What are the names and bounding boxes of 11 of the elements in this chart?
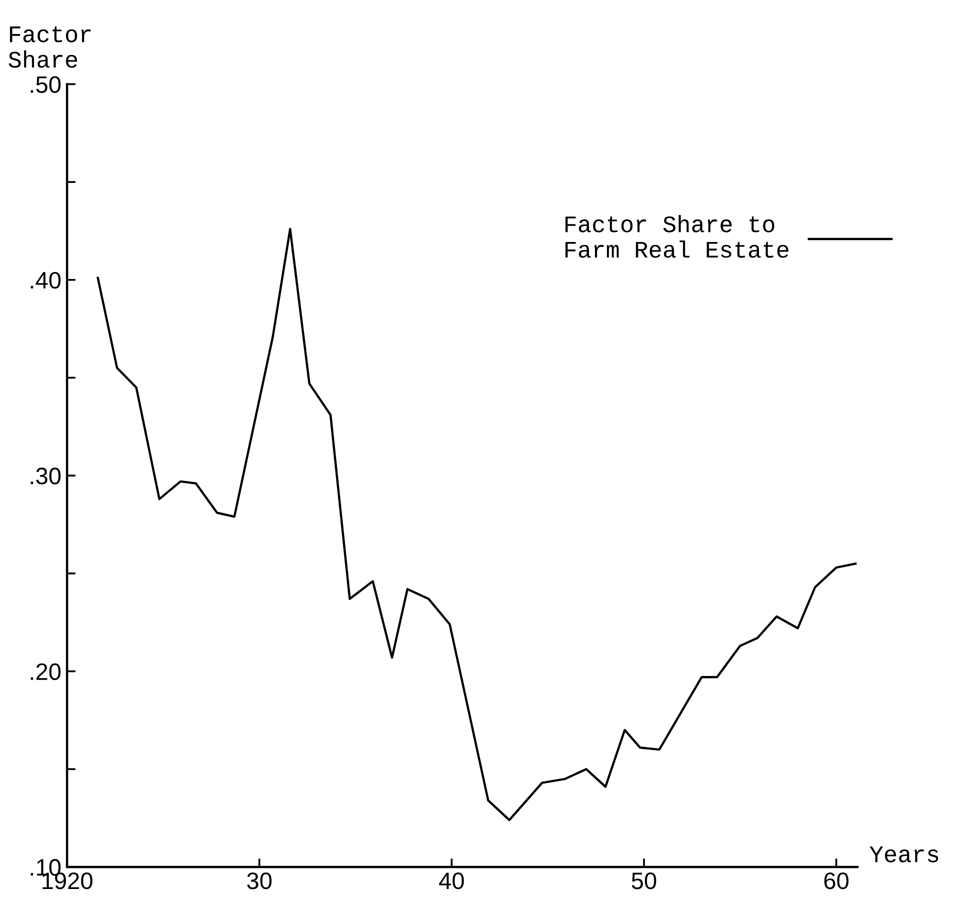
- x-tick-label: 30: [247, 872, 272, 890]
- y-tick-label: .50: [30, 76, 61, 93]
- y-tick-label: .30: [30, 468, 61, 484]
- x-tick-label: 50: [632, 872, 656, 890]
- x-axis-title: Years: [870, 846, 938, 862]
- legend-label: Factor Share to Farm Real Estate: [565, 215, 788, 258]
- x-tick-label: 60: [824, 872, 848, 890]
- y-axis-title: Factor Share: [8, 26, 91, 68]
- y-tick-label: .40: [30, 272, 61, 289]
- x-tick-label: 40: [439, 872, 464, 890]
- y-tick-label: .20: [30, 663, 61, 680]
